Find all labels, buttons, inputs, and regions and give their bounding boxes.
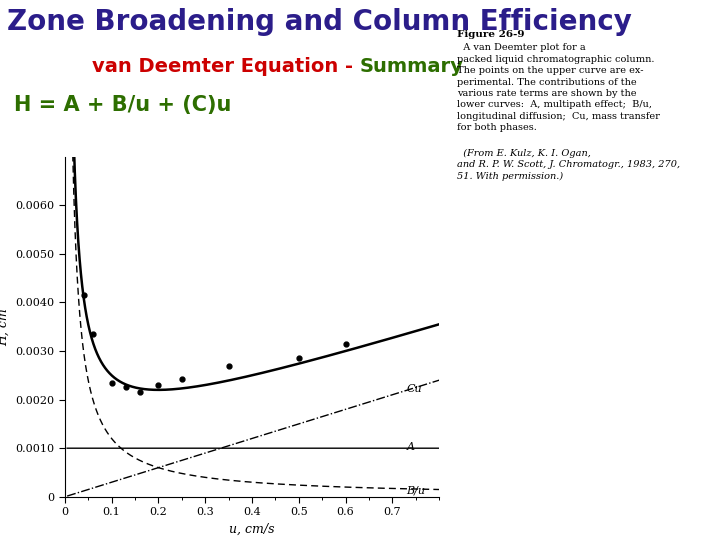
X-axis label: u, cm/s: u, cm/s xyxy=(229,523,275,536)
Text: A van Deemter plot for a
packed liquid chromatographic column.
The points on the: A van Deemter plot for a packed liquid c… xyxy=(457,43,660,132)
Text: Zone Broadening and Column Efficiency: Zone Broadening and Column Efficiency xyxy=(7,8,632,36)
Text: B/u: B/u xyxy=(406,486,426,496)
Text: Summary: Summary xyxy=(360,57,464,76)
Text: Figure 26-9: Figure 26-9 xyxy=(457,30,525,39)
Y-axis label: H, cm: H, cm xyxy=(0,308,9,346)
Text: A: A xyxy=(406,442,415,452)
Text: (From E. Kulz, K. I. Ogan,
and R. P. W. Scott, J. Chromatogr., 1983, 270,
51. Wi: (From E. Kulz, K. I. Ogan, and R. P. W. … xyxy=(457,148,680,181)
Text: Cu: Cu xyxy=(406,384,422,394)
Text: H = A + B/u + (C)u: H = A + B/u + (C)u xyxy=(14,94,232,114)
Text: van Deemter Equation -: van Deemter Equation - xyxy=(92,57,360,76)
